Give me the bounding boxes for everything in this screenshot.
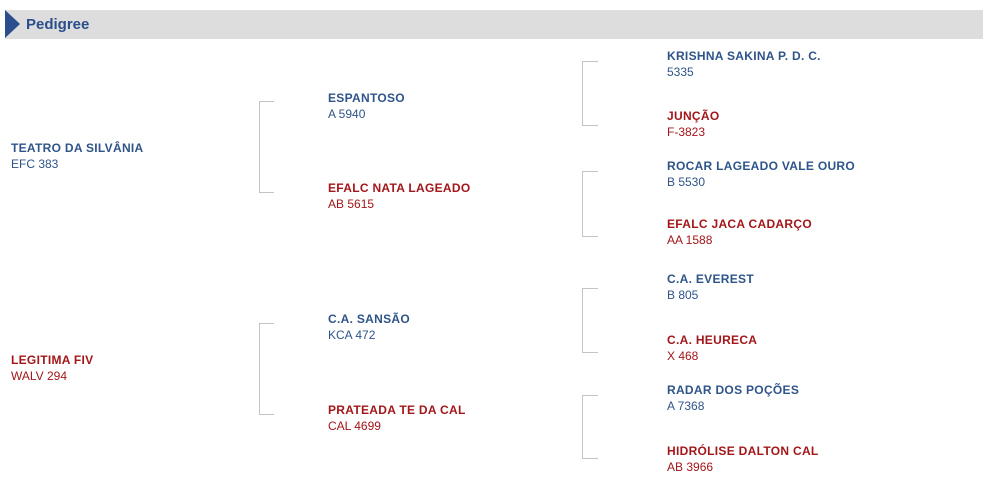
- animal-name[interactable]: C.A. HEURECA: [667, 333, 758, 347]
- animal-registration: CAL 4699: [328, 419, 381, 433]
- pedigree-animal[interactable]: PRATEADA TE DA CAL CAL 4699: [328, 402, 466, 434]
- pedigree-animal[interactable]: EFALC JACA CADARÇO AA 1588: [667, 216, 812, 248]
- animal-registration: X 468: [667, 349, 699, 363]
- animal-name[interactable]: KRISHNA SAKINA P. D. C.: [667, 49, 821, 63]
- bracket: [259, 101, 274, 193]
- animal-registration: 5335: [667, 65, 694, 79]
- pedigree-animal[interactable]: JUNÇÃO F-3823: [667, 108, 719, 140]
- bracket: [582, 288, 598, 353]
- animal-name[interactable]: TEATRO DA SILVÂNIA: [11, 141, 144, 155]
- animal-registration: AA 1588: [667, 233, 713, 247]
- pedigree-animal[interactable]: ROCAR LAGEADO VALE OURO B 5530: [667, 158, 855, 190]
- bracket: [582, 61, 598, 126]
- animal-registration: B 5530: [667, 175, 706, 189]
- pedigree-animal[interactable]: C.A. HEURECA X 468: [667, 332, 757, 364]
- pedigree-animal[interactable]: C.A. SANSÃO KCA 472: [328, 311, 410, 343]
- pedigree-animal[interactable]: ESPANTOSO A 5940: [328, 90, 405, 122]
- animal-registration: AB 5615: [328, 197, 375, 211]
- bracket: [259, 323, 274, 415]
- animal-registration: EFC 383: [11, 157, 59, 171]
- animal-registration: B 805: [667, 288, 699, 302]
- triangle-right-icon: [5, 10, 20, 38]
- animal-registration: A 7368: [667, 399, 705, 413]
- pedigree-animal[interactable]: LEGITIMA FIV WALV 294: [11, 352, 94, 384]
- section-title: Pedigree: [26, 16, 90, 33]
- animal-name[interactable]: PRATEADA TE DA CAL: [328, 403, 466, 417]
- animal-name[interactable]: ROCAR LAGEADO VALE OURO: [667, 159, 856, 173]
- animal-name[interactable]: C.A. EVEREST: [667, 272, 754, 286]
- pedigree-animal[interactable]: HIDRÓLISE DALTON CAL AB 3966: [667, 443, 819, 475]
- animal-name[interactable]: EFALC JACA CADARÇO: [667, 217, 812, 231]
- pedigree-animal[interactable]: RADAR DOS POÇÕES A 7368: [667, 382, 799, 414]
- animal-registration: A 5940: [328, 107, 366, 121]
- animal-name[interactable]: C.A. SANSÃO: [328, 312, 410, 326]
- animal-registration: WALV 294: [11, 369, 68, 383]
- pedigree-animal[interactable]: KRISHNA SAKINA P. D. C. 5335: [667, 48, 821, 80]
- animal-registration: F-3823: [667, 125, 706, 139]
- animal-name[interactable]: RADAR DOS POÇÕES: [667, 383, 800, 397]
- animal-name[interactable]: LEGITIMA FIV: [11, 353, 94, 367]
- section-header: Pedigree: [5, 10, 983, 39]
- animal-name[interactable]: EFALC NATA LAGEADO: [328, 181, 471, 195]
- animal-name[interactable]: HIDRÓLISE DALTON CAL: [667, 444, 819, 458]
- animal-registration: KCA 472: [328, 328, 376, 342]
- pedigree-animal[interactable]: EFALC NATA LAGEADO AB 5615: [328, 180, 471, 212]
- bracket: [582, 171, 598, 237]
- animal-name[interactable]: JUNÇÃO: [667, 109, 720, 123]
- bracket: [582, 395, 598, 459]
- pedigree-animal[interactable]: TEATRO DA SILVÂNIA EFC 383: [11, 140, 144, 172]
- pedigree-animal[interactable]: C.A. EVEREST B 805: [667, 271, 754, 303]
- animal-registration: AB 3966: [667, 460, 714, 474]
- animal-name[interactable]: ESPANTOSO: [328, 91, 405, 105]
